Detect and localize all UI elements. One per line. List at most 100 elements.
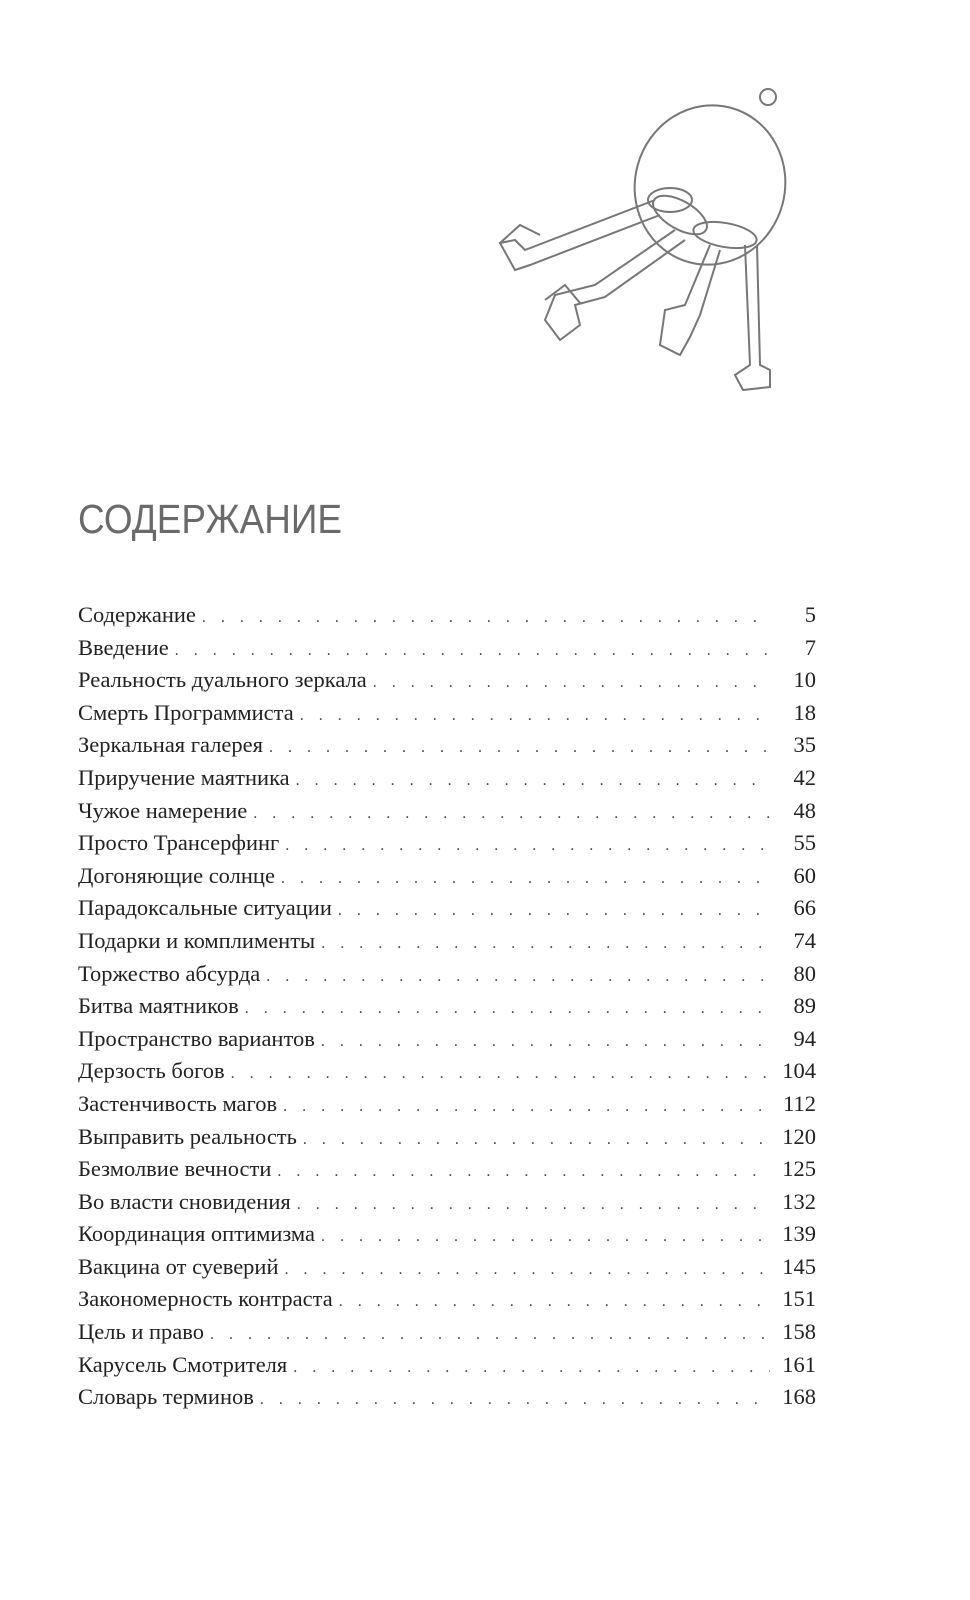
- toc-entry-title: Парадоксальные ситуации: [78, 895, 332, 921]
- toc-entry-title: Догоняющие солнце: [78, 862, 275, 888]
- toc-entry: Просто Трансерфинг 55: [78, 830, 816, 863]
- dot-leader: [245, 1000, 770, 1018]
- dot-leader: [338, 902, 770, 920]
- toc-entry: Реальность дуального зеркала 10: [78, 667, 816, 700]
- toc-entry-title: Безмолвие вечности: [78, 1156, 272, 1182]
- toc-entry-page: 89: [793, 993, 817, 1019]
- toc-entry-page: 60: [793, 862, 817, 888]
- toc-entry-page: 10: [793, 667, 817, 693]
- toc-entry-title: Просто Трансерфинг: [78, 830, 280, 856]
- dot-leader: [321, 1033, 770, 1051]
- toc-entry-title: Вакцина от суеверий: [78, 1253, 279, 1279]
- toc-entry-page: 112: [783, 1090, 816, 1116]
- toc-entry: Застенчивость магов 112: [78, 1091, 816, 1124]
- toc-entry-title: Координация оптимизма: [78, 1221, 315, 1247]
- dot-leader: [297, 1196, 770, 1214]
- toc-entry: Торжество абсурда 80: [78, 961, 816, 994]
- dot-leader: [293, 1359, 770, 1377]
- toc-entry: Координация оптимизма 139: [78, 1221, 816, 1254]
- toc-entry-page: 94: [793, 1025, 817, 1051]
- toc-entry-page: 55: [793, 830, 817, 856]
- dot-leader: [231, 1065, 770, 1083]
- toc-entry-title: Битва маятников: [78, 993, 239, 1019]
- toc-entry: Подарки и комплименты 74: [78, 928, 816, 961]
- toc-entry: Зеркальная галерея 35: [78, 732, 816, 765]
- toc-entry-page: 145: [782, 1253, 816, 1279]
- toc-entry: Битва маятников 89: [78, 993, 816, 1026]
- toc-entry-title: Выправить реальность: [78, 1123, 297, 1149]
- toc-entry-title: Смерть Программиста: [78, 699, 294, 725]
- dot-leader: [321, 1228, 770, 1246]
- toc-entry-page: 7: [804, 634, 816, 660]
- toc-entry-title: Введение: [78, 634, 169, 660]
- toc-entry-title: Застенчивость магов: [78, 1090, 278, 1116]
- toc-entry: Содержание 5: [78, 602, 816, 635]
- dot-leader: [303, 1131, 770, 1149]
- toc-entry-page: 48: [793, 797, 817, 823]
- page-title: СОДЕРЖАНИЕ: [78, 496, 342, 542]
- toc-entry-title: Во власти сновидения: [78, 1188, 291, 1214]
- toc-entry-title: Словарь терминов: [78, 1384, 254, 1410]
- toc-entry: Во власти сновидения 132: [78, 1189, 816, 1222]
- toc-entry-title: Карусель Смотрителя: [78, 1351, 288, 1377]
- toc-entry-title: Цель и право: [78, 1319, 205, 1345]
- toc-entry: Догоняющие солнце 60: [78, 863, 816, 896]
- toc-entry: Словарь терминов 168: [78, 1384, 816, 1417]
- dot-leader: [285, 1261, 770, 1279]
- toc-entry: Парадоксальные ситуации 66: [78, 895, 816, 928]
- toc-entry: Приручение маятника 42: [78, 765, 816, 798]
- dot-leader: [321, 935, 770, 953]
- toc-entry: Дерзость богов 104: [78, 1058, 816, 1091]
- toc-entry-page: 5: [804, 602, 816, 627]
- toc-entry-page: 18: [793, 699, 817, 725]
- dot-leader: [339, 1293, 770, 1311]
- toc-entry-title: Чужое намерение: [78, 797, 248, 823]
- dot-leader: [253, 805, 770, 823]
- toc-entry: Цель и право 158: [78, 1319, 816, 1352]
- dot-leader: [283, 1098, 770, 1116]
- toc-entry-title: Торжество абсурда: [78, 960, 261, 986]
- toc-entry-page: 42: [793, 764, 817, 790]
- toc-entry-page: 104: [782, 1058, 816, 1084]
- table-of-contents: Содержание 5 Введение 7 Реальность дуального…: [78, 602, 816, 1417]
- toc-entry: Пространство вариантов 94: [78, 1026, 816, 1059]
- toc-entry-title: Приручение маятника: [78, 764, 290, 790]
- dot-leader: [269, 739, 770, 757]
- toc-entry-page: 151: [782, 1286, 816, 1312]
- toc-entry-title: Содержание: [78, 602, 196, 627]
- dot-leader: [285, 837, 770, 855]
- toc-entry: Введение 7: [78, 635, 816, 668]
- dot-leader: [202, 609, 770, 627]
- toc-entry-page: 35: [793, 732, 817, 758]
- toc-entry-page: 125: [782, 1156, 816, 1182]
- toc-entry-page: 132: [782, 1188, 816, 1214]
- toc-entry: Смерть Программиста 18: [78, 700, 816, 733]
- toc-entry-title: Реальность дуального зеркала: [78, 667, 367, 693]
- toc-entry-page: 158: [782, 1319, 816, 1345]
- toc-entry: Безмолвие вечности 125: [78, 1156, 816, 1189]
- toc-entry-page: 66: [793, 895, 817, 921]
- toc-entry-page: 139: [782, 1221, 816, 1247]
- toc-entry: Чужое намерение 48: [78, 798, 816, 831]
- keys-on-ring-icon: [498, 88, 787, 392]
- dot-leader: [277, 1163, 770, 1181]
- toc-entry-page: 161: [782, 1351, 816, 1377]
- dot-leader: [175, 642, 770, 660]
- dot-leader: [210, 1326, 770, 1344]
- dot-leader: [281, 870, 770, 888]
- dot-leader: [260, 1391, 770, 1409]
- toc-entry-title: Закономерность контраста: [78, 1286, 333, 1312]
- toc-entry-title: Зеркальная галерея: [78, 732, 263, 758]
- toc-entry-page: 74: [793, 927, 817, 953]
- toc-entry-page: 168: [782, 1384, 816, 1410]
- toc-entry-title: Подарки и комплименты: [78, 927, 316, 953]
- toc-entry-title: Пространство вариантов: [78, 1025, 315, 1051]
- toc-entry: Выправить реальность 120: [78, 1124, 816, 1157]
- toc-entry-page: 80: [793, 960, 817, 986]
- toc-entry: Закономерность контраста 151: [78, 1286, 816, 1319]
- dot-leader: [266, 968, 770, 986]
- toc-entry: Вакцина от суеверий 145: [78, 1254, 816, 1287]
- dot-leader: [373, 674, 770, 692]
- dot-leader: [300, 707, 770, 725]
- dot-leader: [296, 772, 770, 790]
